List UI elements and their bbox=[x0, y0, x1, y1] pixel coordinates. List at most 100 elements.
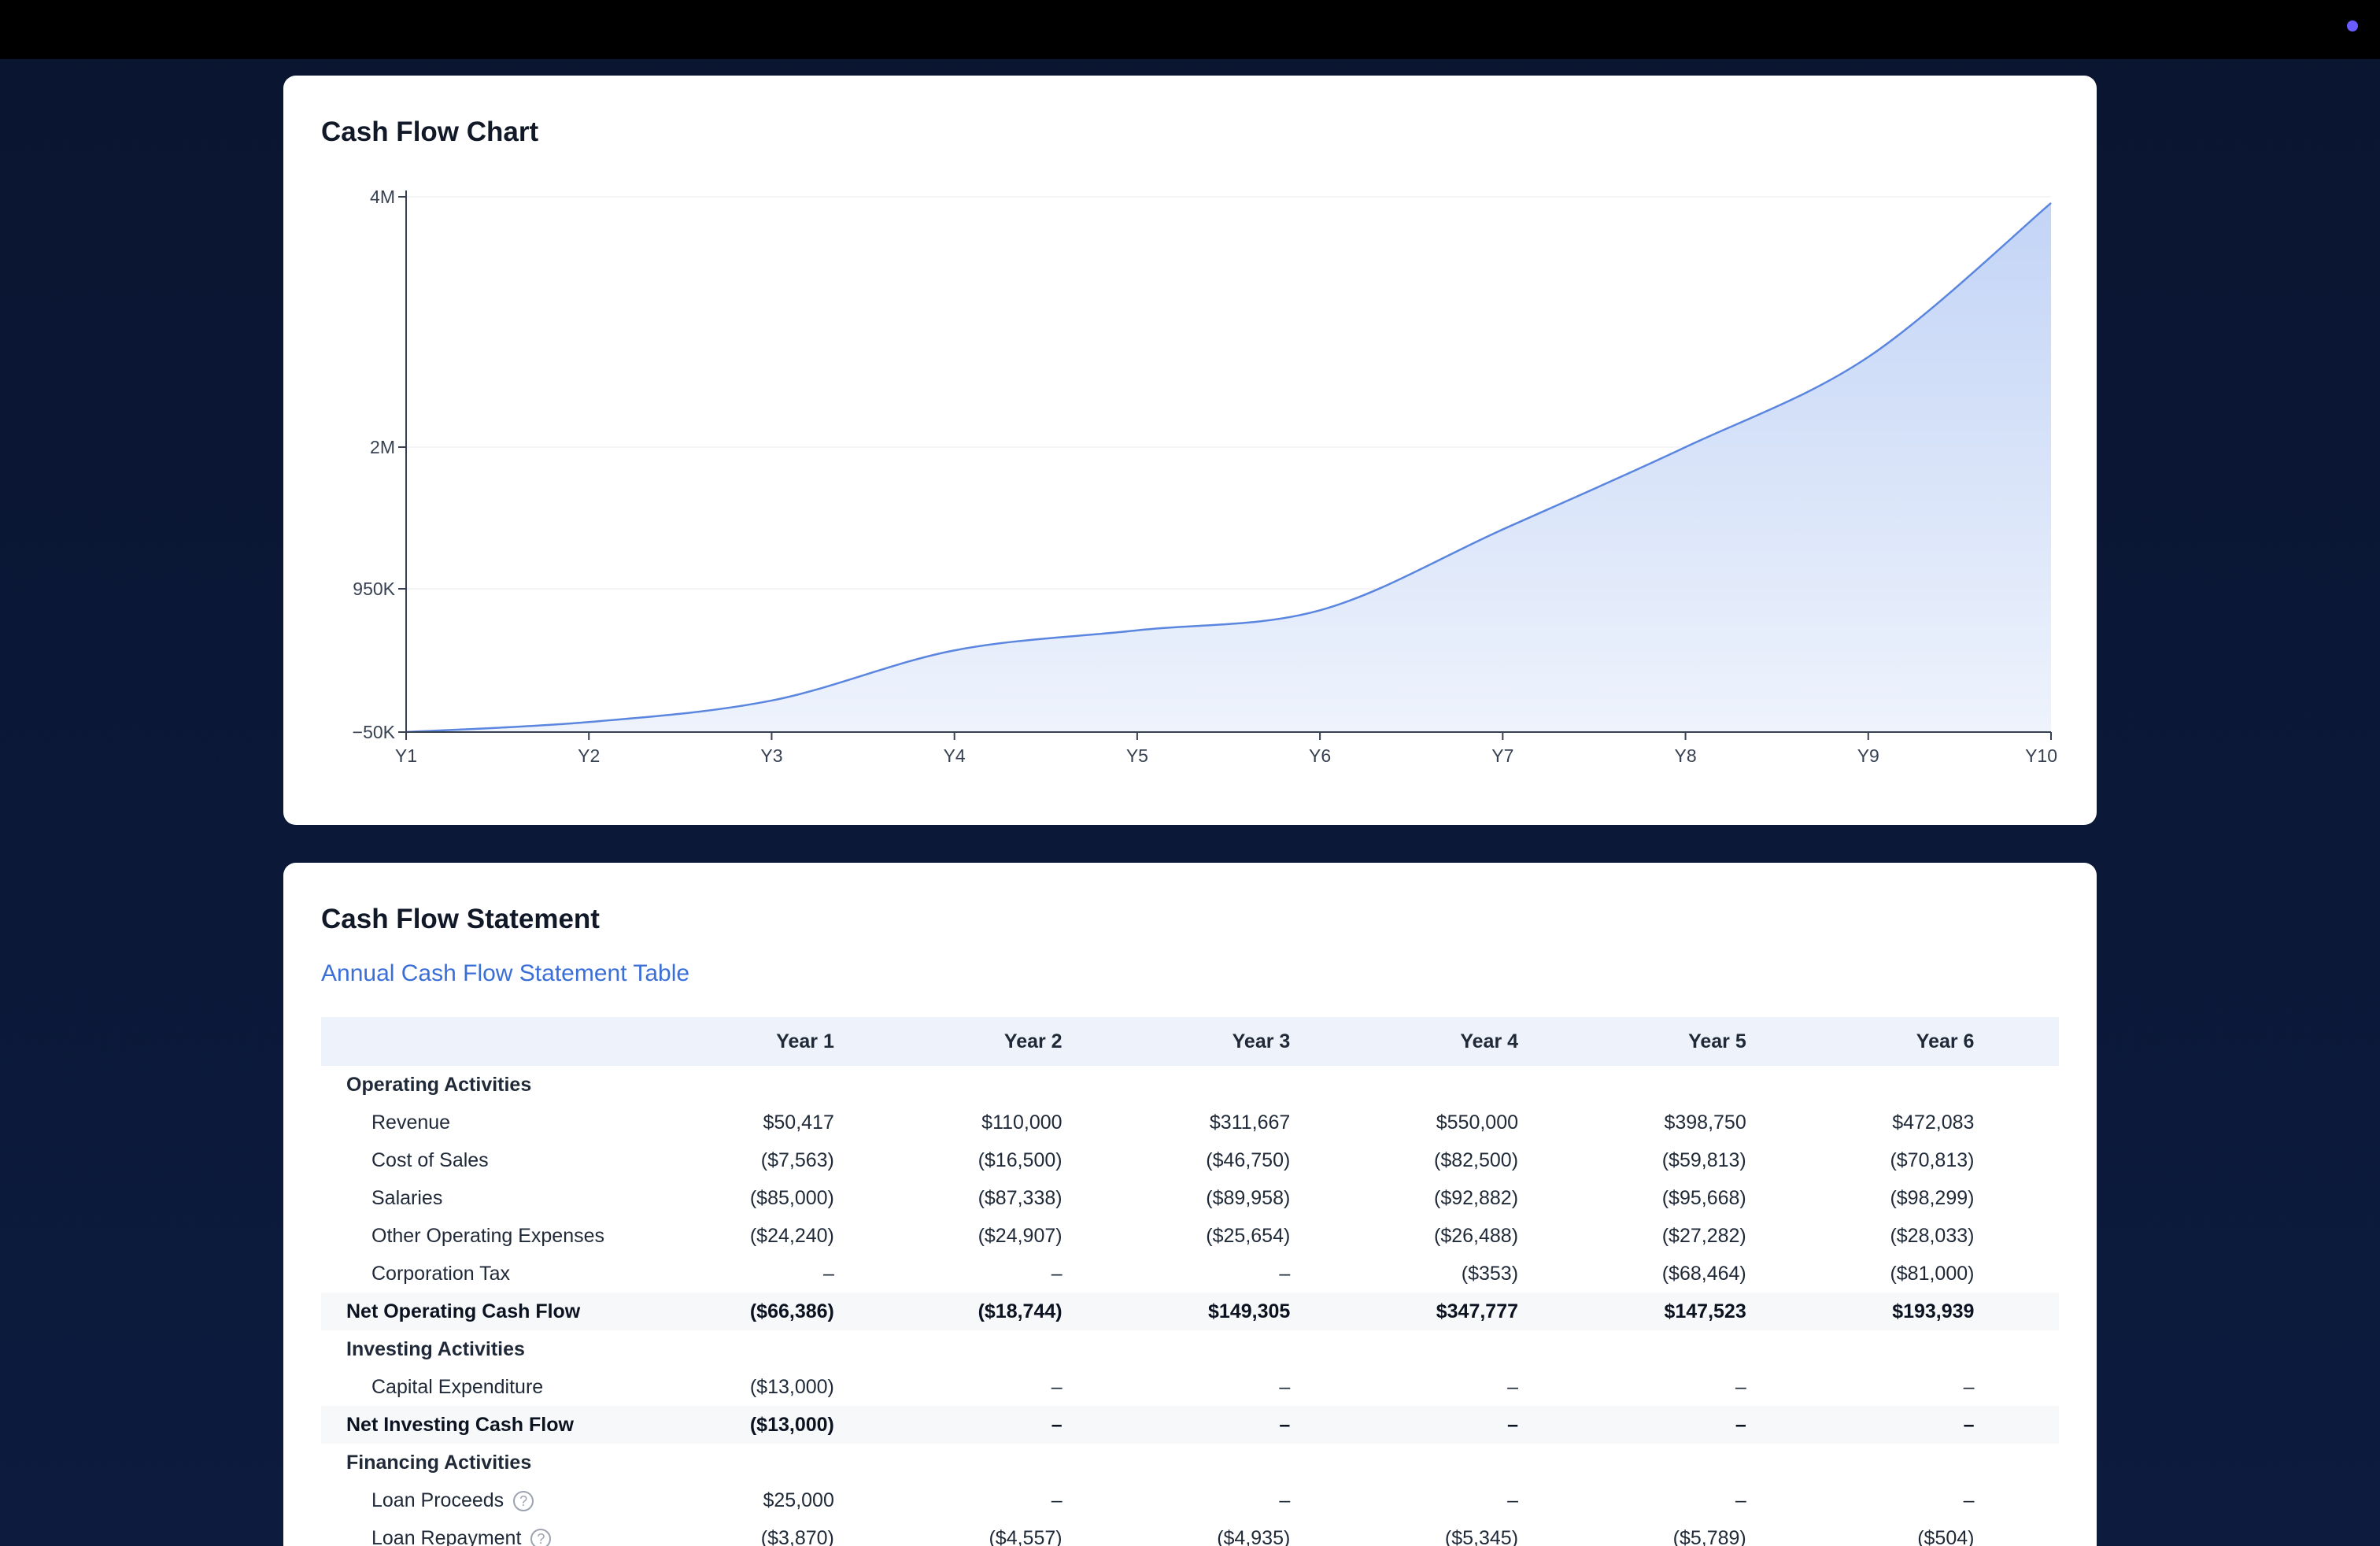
value-cell: ($4,557) bbox=[989, 1526, 1062, 1546]
row-label: Loan Repayment? bbox=[321, 1519, 606, 1546]
value-cell bbox=[1746, 1330, 1975, 1368]
value-cell: ($46,750) bbox=[1206, 1148, 1291, 1171]
value-cell: ($28,874) bbox=[1974, 1217, 2059, 1255]
value-cell: – bbox=[1746, 1406, 1975, 1444]
value-cell: – bbox=[1051, 1375, 1062, 1398]
value-cell: $347,777 bbox=[1290, 1293, 1519, 1330]
value-cell bbox=[1062, 1066, 1291, 1104]
value-cell: – bbox=[1735, 1375, 1746, 1398]
value-cell: ($5,345) bbox=[1444, 1526, 1519, 1546]
value-cell bbox=[1746, 1066, 1975, 1104]
value-cell: ($95,668) bbox=[1661, 1186, 1746, 1209]
value-cell: ($16,500) bbox=[978, 1148, 1062, 1171]
value-cell bbox=[1746, 1444, 1975, 1481]
value-cell: – bbox=[1051, 1262, 1062, 1285]
x-tick-label: Y2 bbox=[578, 745, 600, 766]
header-label-cell bbox=[321, 1017, 607, 1066]
value-cell: ($68,464) bbox=[1661, 1262, 1746, 1285]
value-cell: ($26,488) bbox=[1434, 1224, 1519, 1247]
value-cell: $50,417 bbox=[763, 1111, 834, 1134]
value-cell: ($123,063) bbox=[1974, 1141, 2059, 1179]
value-cell: ($353) bbox=[1461, 1262, 1519, 1285]
row-label: Net Operating Cash Flow bbox=[321, 1293, 607, 1330]
x-tick-label: Y1 bbox=[395, 745, 417, 766]
value-cell: ($101,248) bbox=[1974, 1179, 2059, 1217]
cash-flow-chart: −50K 950K 2M 4M Y1 Y2 Y3 Y4 Y5 Y6 Y7 Y8 Y9 Y10 bbox=[353, 187, 2057, 766]
value-cell bbox=[1518, 1444, 1746, 1481]
value-cell: ($35,030) bbox=[1974, 1255, 2059, 1293]
value-cell: ($59,813) bbox=[1661, 1148, 1746, 1171]
value-cell: ($27,282) bbox=[1661, 1224, 1746, 1247]
value-cell bbox=[1518, 1330, 1746, 1368]
value-cell: – bbox=[1963, 1375, 1975, 1398]
total-row: Net Operating Cash Flow ($66,386) ($18,744… bbox=[321, 1293, 2059, 1330]
table-row: Loan Proceeds?$25,000–––––– bbox=[321, 1481, 2059, 1519]
value-cell: – bbox=[1974, 1519, 2059, 1546]
help-circle-icon[interactable]: ? bbox=[530, 1528, 552, 1546]
value-cell: – bbox=[1974, 1406, 2059, 1444]
value-cell: $147,523 bbox=[1518, 1293, 1746, 1330]
value-cell: – bbox=[1507, 1489, 1519, 1511]
value-cell: ($28,033) bbox=[1890, 1224, 1975, 1247]
value-cell: ($18,744) bbox=[833, 1293, 1062, 1330]
value-cell: ($13,000) bbox=[749, 1375, 834, 1398]
value-cell: ($4,935) bbox=[1217, 1526, 1291, 1546]
y-tick-label: 2M bbox=[370, 437, 395, 457]
chart-title: Cash Flow Chart bbox=[321, 117, 539, 147]
value-cell bbox=[834, 1444, 1062, 1481]
row-label: Corporation Tax bbox=[371, 1262, 511, 1285]
x-tick-label: Y6 bbox=[1309, 745, 1331, 766]
value-cell bbox=[1518, 1066, 1746, 1104]
row-label: Investing Activities bbox=[346, 1337, 525, 1360]
x-tick-label: Y8 bbox=[1674, 745, 1696, 766]
value-cell: – bbox=[1279, 1489, 1291, 1511]
value-cell: $110,000 bbox=[981, 1111, 1062, 1134]
table-row: Revenue $50,417 $110,000 $311,667 $550,000 $3… bbox=[321, 1104, 2059, 1141]
value-cell: ($92,882) bbox=[1434, 1186, 1519, 1209]
value-cell: – bbox=[822, 1262, 834, 1285]
value-cell: ($13,000) bbox=[606, 1406, 834, 1444]
table-row: Corporation Tax – – – ($353) ($68,464) ($81,00… bbox=[321, 1255, 2059, 1293]
value-cell: $472,083 bbox=[1892, 1111, 1975, 1134]
value-cell: ($24,907) bbox=[978, 1224, 1062, 1247]
cash-flow-statement-card: Cash Flow Statement Annual Cash Flow Sta… bbox=[283, 863, 2097, 1546]
section-row: Financing Activities bbox=[321, 1444, 2059, 1481]
x-tick-label: Y9 bbox=[1857, 745, 1879, 766]
value-cell: ($24,240) bbox=[749, 1224, 834, 1247]
value-cell: ($25,654) bbox=[1206, 1224, 1291, 1247]
value-cell: ($3,870) bbox=[760, 1526, 834, 1546]
value-cell: – bbox=[1963, 1489, 1975, 1511]
value-cell: ($98,299) bbox=[1890, 1186, 1975, 1209]
column-header: Year 2 bbox=[833, 1017, 1062, 1066]
x-tick-label: Y10 bbox=[2025, 745, 2057, 766]
cash-flow-area bbox=[406, 202, 2051, 732]
value-cell bbox=[1290, 1444, 1518, 1481]
value-cell: ($70,813) bbox=[1890, 1148, 1975, 1171]
value-cell: $311,667 bbox=[1209, 1111, 1291, 1134]
column-header: Year 5 bbox=[1518, 1017, 1746, 1066]
value-cell: – bbox=[1974, 1481, 2059, 1519]
row-label: Revenue bbox=[371, 1111, 451, 1134]
column-header: Year 7 bbox=[1974, 1017, 2059, 1066]
value-cell: – bbox=[1507, 1375, 1519, 1398]
x-tick-label: Y5 bbox=[1126, 745, 1148, 766]
x-tick-label: Y7 bbox=[1491, 745, 1513, 766]
value-cell: $550,000 bbox=[1436, 1111, 1519, 1134]
column-header: Year 4 bbox=[1290, 1017, 1519, 1066]
table-row: Cost of Sales ($7,563) ($16,500) ($46,750) (… bbox=[321, 1141, 2059, 1179]
help-circle-icon[interactable]: ? bbox=[513, 1490, 534, 1511]
value-cell: ($89,958) bbox=[1206, 1186, 1291, 1209]
value-cell: – bbox=[1051, 1489, 1062, 1511]
value-cell bbox=[1290, 1066, 1518, 1104]
value-cell: ($81,000) bbox=[1890, 1262, 1975, 1285]
column-header: Year 6 bbox=[1746, 1017, 1975, 1066]
value-cell: – bbox=[1279, 1375, 1291, 1398]
value-cell bbox=[1974, 1066, 2059, 1104]
row-label: Net Investing Cash Flow bbox=[321, 1406, 607, 1444]
table-row: Salaries ($85,000) ($87,338) ($89,958) ($92,… bbox=[321, 1179, 2059, 1217]
y-tick-label: 950K bbox=[353, 579, 395, 599]
y-tick-label: 4M bbox=[370, 187, 395, 207]
table-row: Loan Repayment? ($3,870) ($4,557) ($4,935) (… bbox=[321, 1519, 2059, 1546]
